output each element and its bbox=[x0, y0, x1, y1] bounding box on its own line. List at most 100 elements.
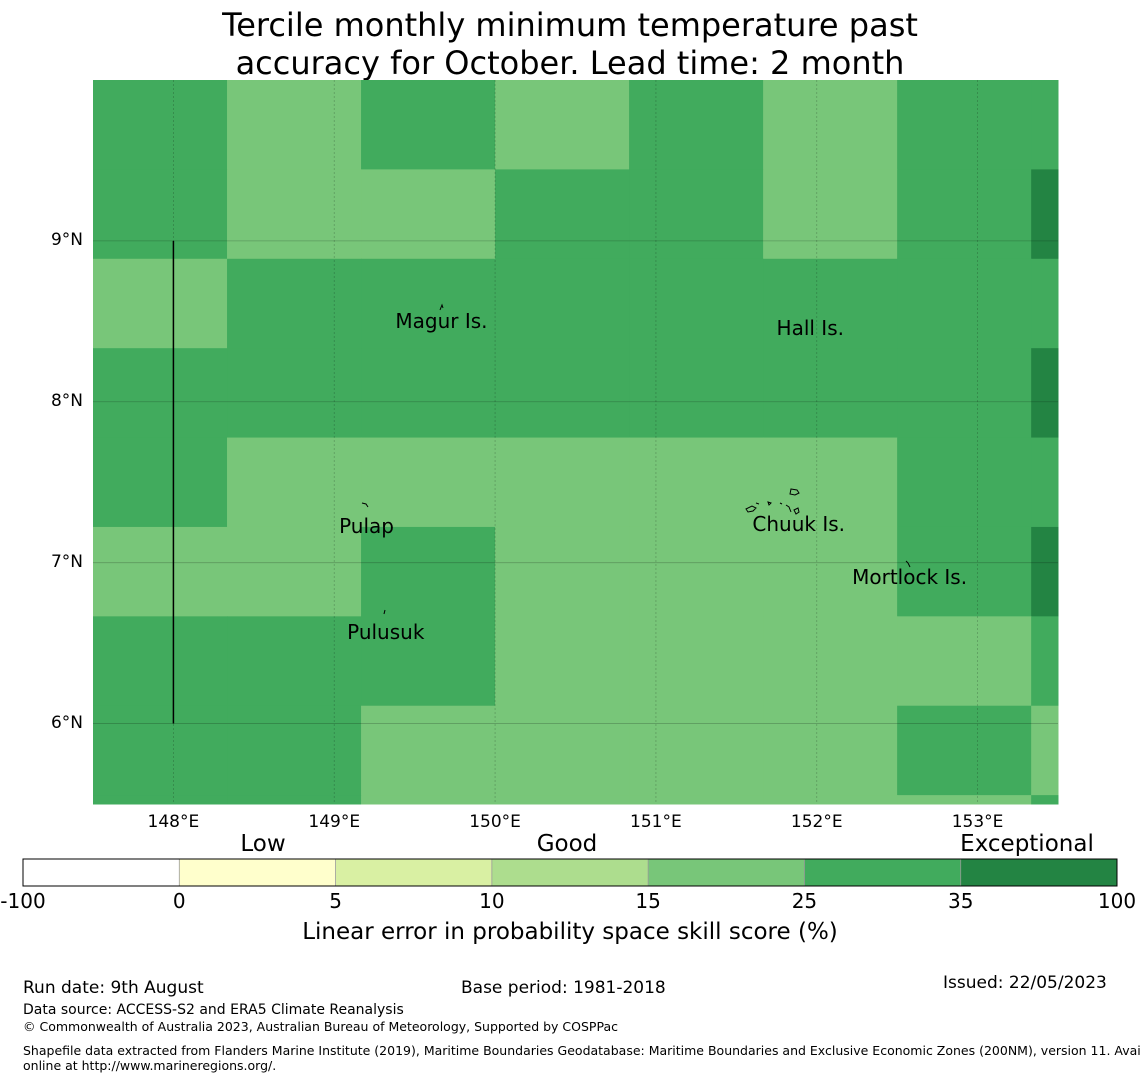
colorbar-segment bbox=[648, 859, 805, 886]
grid-cell bbox=[361, 169, 496, 260]
grid-cell bbox=[763, 526, 898, 617]
colorbar-tick-label: 100 bbox=[1097, 889, 1137, 913]
grid-cell bbox=[1031, 795, 1059, 805]
grid-cell bbox=[495, 437, 630, 528]
grid-cell bbox=[227, 169, 362, 260]
grid-cell bbox=[897, 616, 1032, 707]
map-title-line-1: Tercile monthly minimum temperature past bbox=[222, 6, 918, 44]
grid-cell bbox=[495, 526, 630, 617]
place-label-mortlock-is: Mortlock Is. bbox=[852, 565, 968, 590]
island-outlines bbox=[361, 303, 911, 615]
colorbar-tick-label: -100 bbox=[0, 889, 46, 913]
shapefile-credit-line-2: online at http://www.marineregions.org/. bbox=[23, 1058, 277, 1073]
place-label-chuuk-is: Chuuk Is. bbox=[752, 512, 846, 537]
grid-cells bbox=[93, 80, 1059, 805]
grid-cell bbox=[361, 705, 496, 796]
grid-cell bbox=[227, 437, 362, 528]
lat-tick-label: 7°N bbox=[50, 551, 83, 572]
grid-cell bbox=[93, 437, 228, 528]
grid-cell bbox=[1031, 705, 1059, 796]
data-source: Data source: ACCESS-S2 and ERA5 Climate … bbox=[23, 1002, 404, 1018]
grid-cell bbox=[495, 258, 630, 349]
island-outline bbox=[383, 609, 386, 615]
colorbar-segment bbox=[335, 859, 492, 886]
lon-tick-label: 149°E bbox=[308, 812, 361, 832]
grid-cell bbox=[361, 348, 496, 439]
colorbar-segment bbox=[960, 859, 1117, 886]
grid-cell bbox=[629, 616, 764, 707]
lon-tick-label: 148°E bbox=[147, 812, 200, 832]
grid-cell bbox=[227, 795, 362, 805]
grid-cell bbox=[629, 437, 764, 528]
grid-cell bbox=[629, 348, 764, 439]
grid-cell bbox=[897, 258, 1032, 349]
place-label-hall-is: Hall Is. bbox=[776, 315, 844, 340]
grid-cell bbox=[93, 616, 228, 707]
lon-tick-label: 153°E bbox=[951, 812, 1004, 832]
grid-cell bbox=[763, 705, 898, 796]
grid-cell bbox=[495, 616, 630, 707]
colorbar-tick-label: 5 bbox=[329, 889, 342, 913]
grid-cell bbox=[763, 437, 898, 528]
grid-cell bbox=[227, 616, 362, 707]
grid-cell bbox=[93, 169, 228, 260]
grid-cell bbox=[897, 169, 1032, 260]
grid-cell bbox=[763, 80, 898, 170]
lat-tick-label: 6°N bbox=[50, 712, 83, 733]
grid-cell bbox=[897, 348, 1032, 439]
grid-cell bbox=[227, 705, 362, 796]
island-outline bbox=[785, 504, 792, 513]
colorbar-segment bbox=[491, 859, 649, 886]
lat-tick-label: 8°N bbox=[50, 390, 83, 411]
grid-cell bbox=[897, 80, 1032, 170]
grid-cell bbox=[495, 80, 630, 170]
grid-cell bbox=[897, 437, 1032, 528]
island-outline bbox=[745, 505, 757, 513]
island-outline bbox=[755, 502, 760, 505]
grid-cell bbox=[93, 258, 228, 349]
shapefile-credit-line-1: Shapefile data extracted from Flanders M… bbox=[23, 1043, 1140, 1058]
grid-cell bbox=[897, 705, 1032, 796]
grid-cell bbox=[495, 348, 630, 439]
island-outline bbox=[767, 501, 772, 506]
grid-cell bbox=[361, 795, 496, 805]
grid-cell bbox=[93, 80, 228, 170]
colorbar-category-label: Good bbox=[536, 831, 598, 857]
grid-cell bbox=[93, 705, 228, 796]
island-outline bbox=[907, 562, 911, 568]
island-outline bbox=[361, 502, 369, 508]
colorbar-tick-label: 15 bbox=[635, 889, 661, 913]
grid-cell bbox=[93, 348, 228, 439]
grid-cell bbox=[361, 526, 496, 617]
grid-cell bbox=[495, 705, 630, 796]
grid-cell bbox=[227, 526, 362, 617]
place-label-pulusuk: Pulusuk bbox=[347, 619, 425, 644]
colorbar-segment bbox=[179, 859, 336, 886]
colorbar-tick-label: 10 bbox=[479, 889, 505, 913]
grid-cell bbox=[629, 705, 764, 796]
grid-cell bbox=[227, 80, 362, 170]
colorbar bbox=[22, 858, 1118, 887]
grid-cell bbox=[361, 258, 496, 349]
grid-cell bbox=[361, 80, 496, 170]
colorbar-tick-label: 0 bbox=[172, 889, 186, 913]
island-outline bbox=[905, 560, 909, 564]
island-outline bbox=[793, 507, 800, 515]
grid-cell bbox=[93, 795, 228, 805]
graticule bbox=[93, 80, 1058, 804]
grid-cell bbox=[629, 258, 764, 349]
grid-cell bbox=[1031, 348, 1059, 439]
grid-cell bbox=[897, 795, 1032, 805]
colorbar-title: Linear error in probability space skill … bbox=[302, 919, 838, 945]
grid-cell bbox=[227, 258, 362, 349]
grid-cell bbox=[1031, 258, 1059, 349]
grid-cell bbox=[1031, 616, 1059, 707]
grid-cell bbox=[495, 795, 630, 805]
grid-cell bbox=[1031, 169, 1059, 260]
run-date: Run date: 9th August bbox=[23, 978, 204, 998]
grid-cell bbox=[1031, 526, 1059, 617]
colorbar-segment bbox=[804, 859, 961, 886]
lat-tick-label: 9°N bbox=[50, 229, 83, 250]
colorbar-category-label: Exceptional bbox=[960, 831, 1094, 857]
grid-cell bbox=[763, 169, 898, 260]
